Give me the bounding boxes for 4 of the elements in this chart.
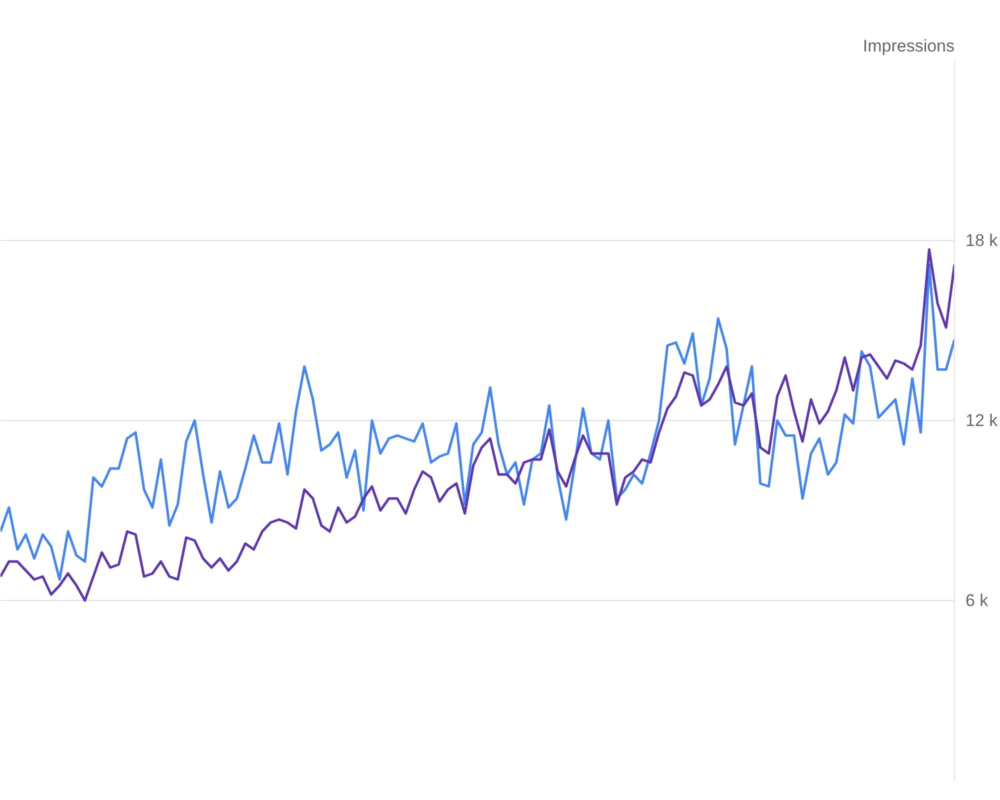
y-tick-label: 18 k: [966, 231, 998, 250]
y-tick-label: 6 k: [966, 591, 989, 610]
y-axis-title: Impressions: [862, 36, 954, 56]
y-tick-label: 12 k: [966, 411, 998, 430]
